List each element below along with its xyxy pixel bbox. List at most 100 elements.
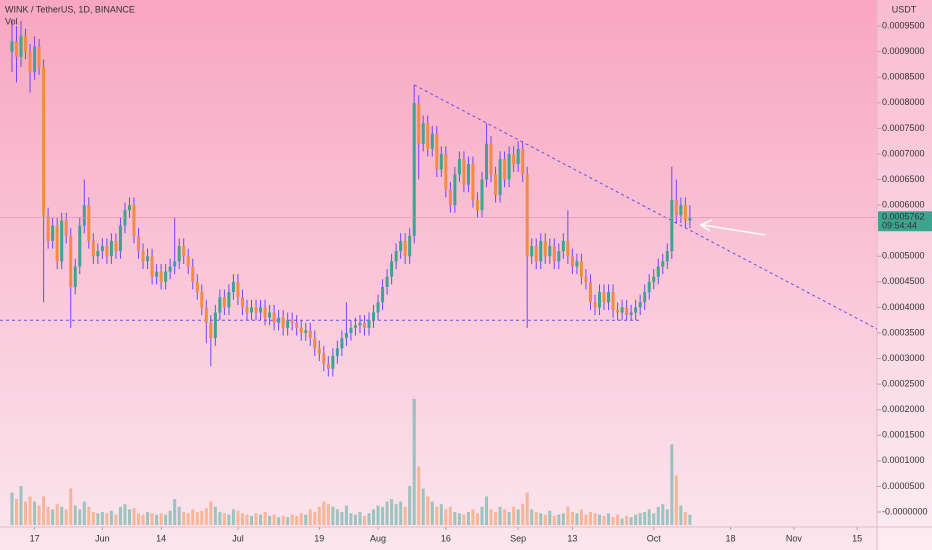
volume-bar xyxy=(14,499,18,525)
candle-body xyxy=(674,199,678,216)
candle-body xyxy=(688,217,692,221)
candle-body xyxy=(96,251,100,257)
candle-body xyxy=(295,322,299,328)
volume-bar xyxy=(593,513,597,525)
arrow-line xyxy=(702,224,766,236)
candle-body xyxy=(448,189,452,206)
volume-bar xyxy=(638,513,642,525)
volume-bar xyxy=(566,506,570,525)
candle-body xyxy=(308,330,312,339)
volume-bar xyxy=(69,488,73,525)
candle-body xyxy=(105,246,109,257)
candle-body xyxy=(489,143,493,175)
axes-layer: 0.0009500 0.0009000 0.0008500 0.0008000 0.00… xyxy=(0,20,932,543)
candle-body xyxy=(516,148,520,165)
candle-body xyxy=(114,240,118,252)
candle-body xyxy=(290,320,294,323)
candle-body xyxy=(146,256,150,262)
volume-bar xyxy=(521,504,525,525)
volume-bar xyxy=(331,506,335,525)
x-tick-label: 15 xyxy=(852,533,862,543)
candle-body xyxy=(480,179,484,211)
volume-bar xyxy=(679,505,683,525)
volume-bar xyxy=(114,514,118,525)
volume-bar xyxy=(109,510,113,525)
volume-bar xyxy=(281,515,285,525)
volume-bar xyxy=(123,504,127,525)
candle-body xyxy=(299,327,303,333)
candle-body xyxy=(367,320,371,328)
volume-bar xyxy=(33,501,37,525)
y-tick-label: 0.0004000 xyxy=(882,302,925,312)
volume-bar xyxy=(358,512,362,525)
volume-label: Vol xyxy=(5,16,18,26)
candle-body xyxy=(186,256,190,267)
candle-body xyxy=(159,271,163,282)
volume-bar xyxy=(155,514,159,525)
candle-body xyxy=(453,174,457,206)
candle-body xyxy=(679,205,683,216)
drawing-layer xyxy=(0,84,878,330)
volume-bar xyxy=(209,501,213,525)
x-tick-label: Sep xyxy=(510,533,526,543)
volume-bar xyxy=(46,506,50,525)
chart-title: WINK / TetherUS, 1D, BINANCE xyxy=(5,4,135,14)
candle-body xyxy=(566,240,570,257)
candle-body xyxy=(539,240,543,262)
candle-body xyxy=(376,302,380,313)
x-tick-label: Jul xyxy=(232,533,244,543)
candle-body xyxy=(629,312,633,316)
candle-body xyxy=(182,246,186,257)
volume-bar xyxy=(250,515,254,525)
candle-body xyxy=(643,292,647,303)
volume-bar xyxy=(647,509,651,525)
volume-bar xyxy=(457,513,461,525)
candle-body xyxy=(362,322,366,328)
x-tick-label: 17 xyxy=(30,533,40,543)
candle-body xyxy=(670,199,674,252)
candle-body xyxy=(191,266,195,282)
candle-body xyxy=(263,307,267,318)
y-tick-label: 0.0000500 xyxy=(882,481,925,491)
candle-body xyxy=(304,330,308,333)
volume-bar xyxy=(598,514,602,525)
volume-bar xyxy=(390,499,394,525)
volume-bar xyxy=(340,512,344,525)
candle-body xyxy=(14,41,18,57)
candle-body xyxy=(620,307,624,313)
candle-body xyxy=(236,281,240,298)
arrow xyxy=(699,219,766,236)
volume-bar xyxy=(611,517,615,525)
volume-bar xyxy=(322,501,326,525)
x-tick-label: Aug xyxy=(370,533,386,543)
candle-body xyxy=(127,205,131,211)
candle-body xyxy=(281,317,285,328)
volume-bar xyxy=(362,515,366,525)
volume-bar xyxy=(141,514,145,525)
candle-body xyxy=(557,251,561,262)
candle-body xyxy=(661,261,665,267)
candle-body xyxy=(634,307,638,313)
candle-body xyxy=(503,159,507,180)
price-axis-area xyxy=(877,0,932,550)
volume-bar xyxy=(177,506,181,525)
candle-body xyxy=(277,317,281,323)
y-tick-label: 0.0001000 xyxy=(882,455,925,465)
candle-body xyxy=(579,261,583,277)
candle-body xyxy=(28,51,32,73)
volume-bar xyxy=(213,506,217,525)
volume-bar xyxy=(625,515,629,525)
candle-body xyxy=(177,246,181,262)
x-tick-label: Oct xyxy=(647,533,662,543)
volume-bar xyxy=(222,513,226,525)
volume-bar xyxy=(304,514,308,525)
volume-bar xyxy=(191,509,195,525)
volume-bar xyxy=(73,505,77,525)
volume-bar xyxy=(516,509,520,525)
candle-body xyxy=(254,307,258,313)
volume-bar xyxy=(19,486,23,525)
volume-bar xyxy=(118,506,122,525)
volume-bar xyxy=(96,513,100,525)
volume-bar xyxy=(164,514,168,525)
volume-bar xyxy=(268,515,272,525)
